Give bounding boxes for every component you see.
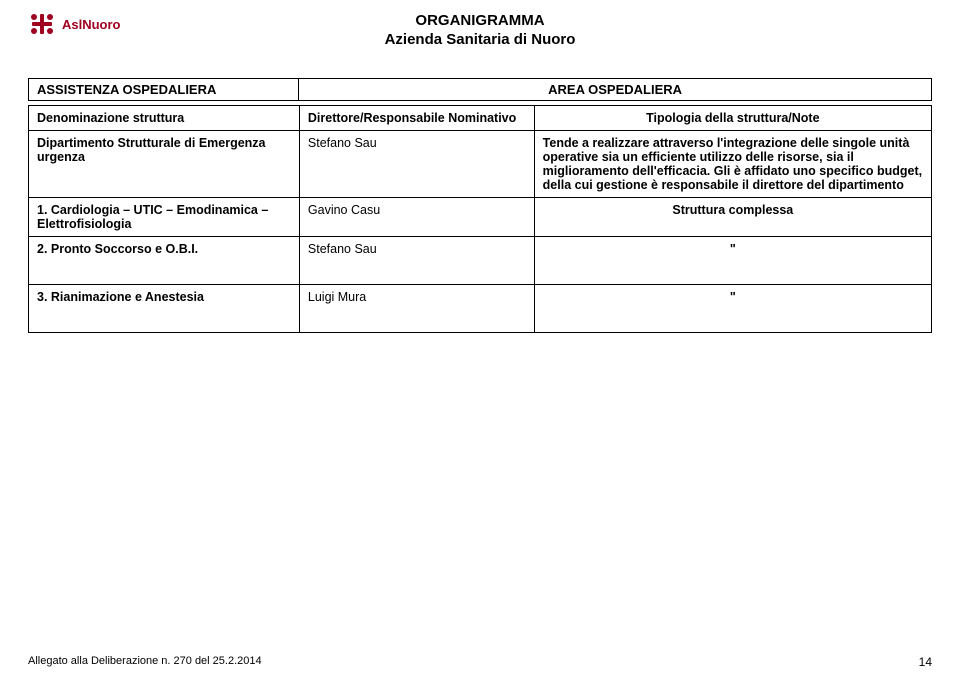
page-number: 14 [919,655,932,669]
org-logo: AslNuoro [28,12,121,36]
table-row: 2. Pronto Soccorso e O.B.I.Stefano Sau" [29,237,932,285]
header: AslNuoro ORGANIGRAMMA Azienda Sanitaria … [28,12,932,60]
area-left-label: ASSISTENZA OSPEDALIERA [28,78,299,101]
cell-director: Stefano Sau [299,131,534,198]
cell-denomination: 1. Cardiologia – UTIC – Emodinamica – El… [29,198,300,237]
logo-icon [28,12,56,36]
cell-denomination: 3. Rianimazione e Anestesia [29,285,300,333]
area-right-label: AREA OSPEDALIERA [299,78,932,101]
cell-director: Luigi Mura [299,285,534,333]
table-header-row: Denominazione struttura Direttore/Respon… [29,106,932,131]
page-root: AslNuoro ORGANIGRAMMA Azienda Sanitaria … [0,0,960,333]
cell-director: Gavino Casu [299,198,534,237]
cell-denomination: Dipartimento Strutturale di Emergenza ur… [29,131,300,198]
cell-note: Struttura complessa [534,198,931,237]
cell-director: Stefano Sau [299,237,534,285]
title-line1: ORGANIGRAMMA [28,12,932,31]
cell-note: " [534,237,931,285]
header-col3: Tipologia della struttura/Note [534,106,931,131]
table-body: Dipartimento Strutturale di Emergenza ur… [29,131,932,333]
cell-denomination: 2. Pronto Soccorso e O.B.I. [29,237,300,285]
header-col2: Direttore/Responsabile Nominativo [299,106,534,131]
title-line2: Azienda Sanitaria di Nuoro [28,31,932,50]
footer-reference: Allegato alla Deliberazione n. 270 del 2… [28,655,262,669]
table-row: 1. Cardiologia – UTIC – Emodinamica – El… [29,198,932,237]
cell-note: Tende a realizzare attraverso l'integraz… [534,131,931,198]
table-row: 3. Rianimazione e AnestesiaLuigi Mura" [29,285,932,333]
logo-text: AslNuoro [62,17,121,32]
cell-note: " [534,285,931,333]
document-title: ORGANIGRAMMA Azienda Sanitaria di Nuoro [28,12,932,50]
footer: Allegato alla Deliberazione n. 270 del 2… [28,655,932,669]
org-table: Denominazione struttura Direttore/Respon… [28,105,932,333]
header-col1: Denominazione struttura [29,106,300,131]
table-row: Dipartimento Strutturale di Emergenza ur… [29,131,932,198]
area-row: ASSISTENZA OSPEDALIERA AREA OSPEDALIERA [28,78,932,101]
